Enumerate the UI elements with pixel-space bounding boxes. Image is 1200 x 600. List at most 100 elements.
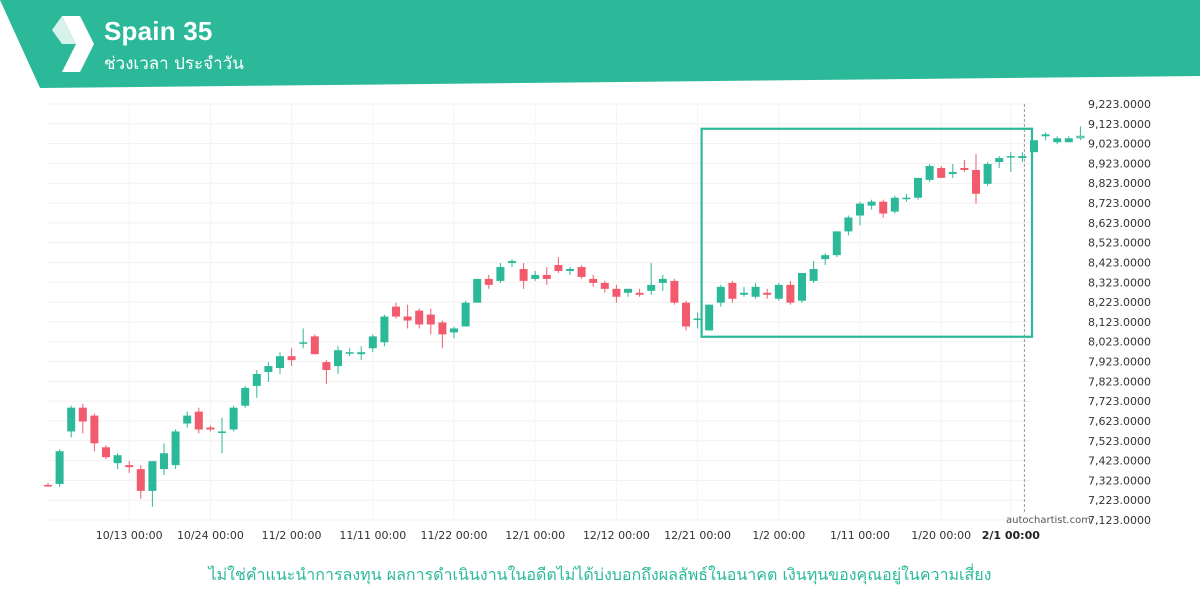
candle [1064,136,1073,143]
pattern-box [700,127,1034,338]
candle [461,300,470,327]
candle [798,272,806,303]
candle [600,280,609,293]
candle-body [1018,156,1027,159]
candle-body [960,167,969,170]
candle [102,445,110,460]
x-tick-label: 1/20 00:00 [911,529,971,542]
candle [937,166,946,178]
candle [670,278,679,305]
candle [426,308,435,335]
disclaimer-text: ไม่ใช่คำแนะนำการลงทุน ผลการดำเนินงานในอด… [208,565,992,584]
candle-body [241,387,250,406]
candle-body [786,284,795,303]
candle-body [160,453,168,470]
candle [832,231,841,258]
candle [1041,132,1050,141]
page-subtitle: ช่วงเวลา ประจำวัน [104,54,244,74]
candle [264,362,273,382]
candle-body [299,342,308,344]
candle [148,461,157,507]
candle-body [925,166,934,180]
y-axis: 9,223.0000 9,123.0000 9,023.0000 8,923.0000… [1088,98,1151,527]
candle-body [276,356,284,369]
candle [55,449,64,487]
candle [635,288,644,297]
candle [786,280,795,305]
candle [229,405,238,432]
candle [276,352,284,375]
candle-body [403,316,412,321]
candle-body [380,316,389,343]
candle-body [496,267,505,281]
candle [902,193,911,202]
candle [206,425,215,432]
candle [380,314,389,347]
y-tick-label: 7,323.0000 [1088,474,1151,487]
candle-body [334,350,342,367]
candle-body [357,352,366,355]
candle [983,162,992,186]
header-banner [0,0,1200,88]
candle [867,199,876,210]
candle [241,385,250,408]
candle-body [635,292,644,295]
candle-body [589,278,598,283]
candle-body [902,197,911,200]
y-tick-label: 8,823.0000 [1088,177,1151,190]
candle-body [345,352,354,354]
candle [624,288,632,297]
x-tick-label: 10/13 00:00 [96,529,163,542]
candle-body [125,465,134,468]
candle [566,267,574,275]
pattern-box-rect [700,127,1034,338]
candle [763,288,772,299]
candle [334,346,342,375]
candle [995,156,1004,168]
candle [589,274,598,287]
x-tick-label: 1/11 00:00 [830,529,890,542]
x-tick-label: 2/1 00:00 [982,529,1041,542]
candle-body [554,265,563,271]
y-tick-label: 8,123.0000 [1088,316,1151,329]
candle-body [624,288,632,293]
candle-body [751,286,760,297]
candle-body [392,306,400,317]
candle [774,282,783,301]
candle-body [102,447,110,458]
candle-body [832,231,841,256]
candle-body [821,255,830,260]
candle-body [136,469,145,491]
candle [647,263,656,295]
candle [658,274,667,291]
candle-body [716,286,725,303]
x-axis: 10/13 00:00 10/24 00:00 11/2 00:00 11/11 00… [96,529,1040,542]
candle-body [90,415,99,444]
candle [716,284,725,307]
candle-body [531,274,540,279]
candle-body [890,197,899,212]
candle-body [55,451,64,484]
candle [751,282,760,299]
candle [357,346,366,361]
candle-body [844,217,853,232]
y-tick-label: 8,523.0000 [1088,237,1151,250]
candle-body [577,267,586,277]
candle [612,284,621,303]
candle-body [612,288,621,297]
candle [914,177,922,200]
candle [1053,136,1062,145]
candle [1006,152,1015,172]
y-tick-label: 7,723.0000 [1088,395,1151,408]
candle [78,403,87,434]
candle [450,326,458,339]
candle-body [879,201,888,214]
candle [1030,140,1038,153]
y-tick-label: 7,123.0000 [1088,514,1151,527]
y-tick-label: 8,923.0000 [1088,157,1151,170]
candle [368,334,377,353]
x-tick-label: 12/12 00:00 [583,529,650,542]
candle-body [252,374,261,386]
candle-body [461,302,470,327]
y-tick-label: 7,423.0000 [1088,455,1151,468]
